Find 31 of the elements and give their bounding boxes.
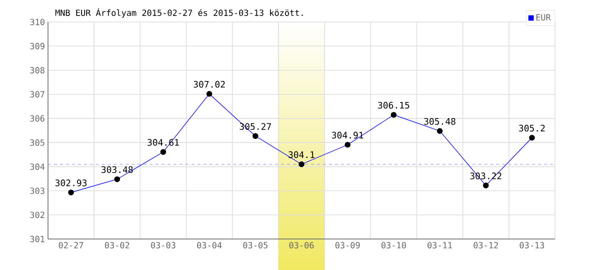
y-tick-label: 302 [30,212,44,218]
x-tick-label: 03-10 [381,242,406,248]
data-label: 304.91 [332,132,364,139]
data-label: 302.93 [55,180,87,186]
y-tick-label: 308 [30,67,44,74]
y-tick-label: 305 [30,139,44,146]
x-tick-label: 03-05 [243,242,268,248]
y-tick-label: 310 [30,18,44,26]
x-tick-label: 03-13 [520,242,544,248]
x-tick-label: 03-06 [289,242,314,248]
y-tick-label: 306 [30,115,44,122]
x-tick-label: 03-11 [428,242,452,248]
data-label: 305.48 [424,118,456,125]
y-tick-label: 301 [30,236,44,242]
x-tick-label: 03-09 [335,242,360,248]
data-label: 306.15 [378,102,410,109]
chart-title: MNB EUR Árfolyam 2015-02-27 és 2015-03-13 között. [55,8,303,18]
x-tick-label: 03-03 [151,242,176,248]
y-tick-label: 307 [30,91,44,98]
data-label: 303.48 [102,166,133,174]
x-tick-label: 03-02 [104,242,130,248]
y-tick-label: 303 [30,188,44,194]
data-label: 304.1 [288,151,314,158]
x-tick-label: 03-12 [474,242,498,248]
x-tick-label: 03-04 [197,242,222,248]
x-tick-label: 02-27 [58,242,84,248]
y-tick-label: 304 [30,163,45,170]
y-tick-label: 309 [30,42,44,50]
legend-label: EUR [536,14,551,21]
data-label: 305.2 [519,124,545,132]
data-label: 307.02 [194,80,225,88]
